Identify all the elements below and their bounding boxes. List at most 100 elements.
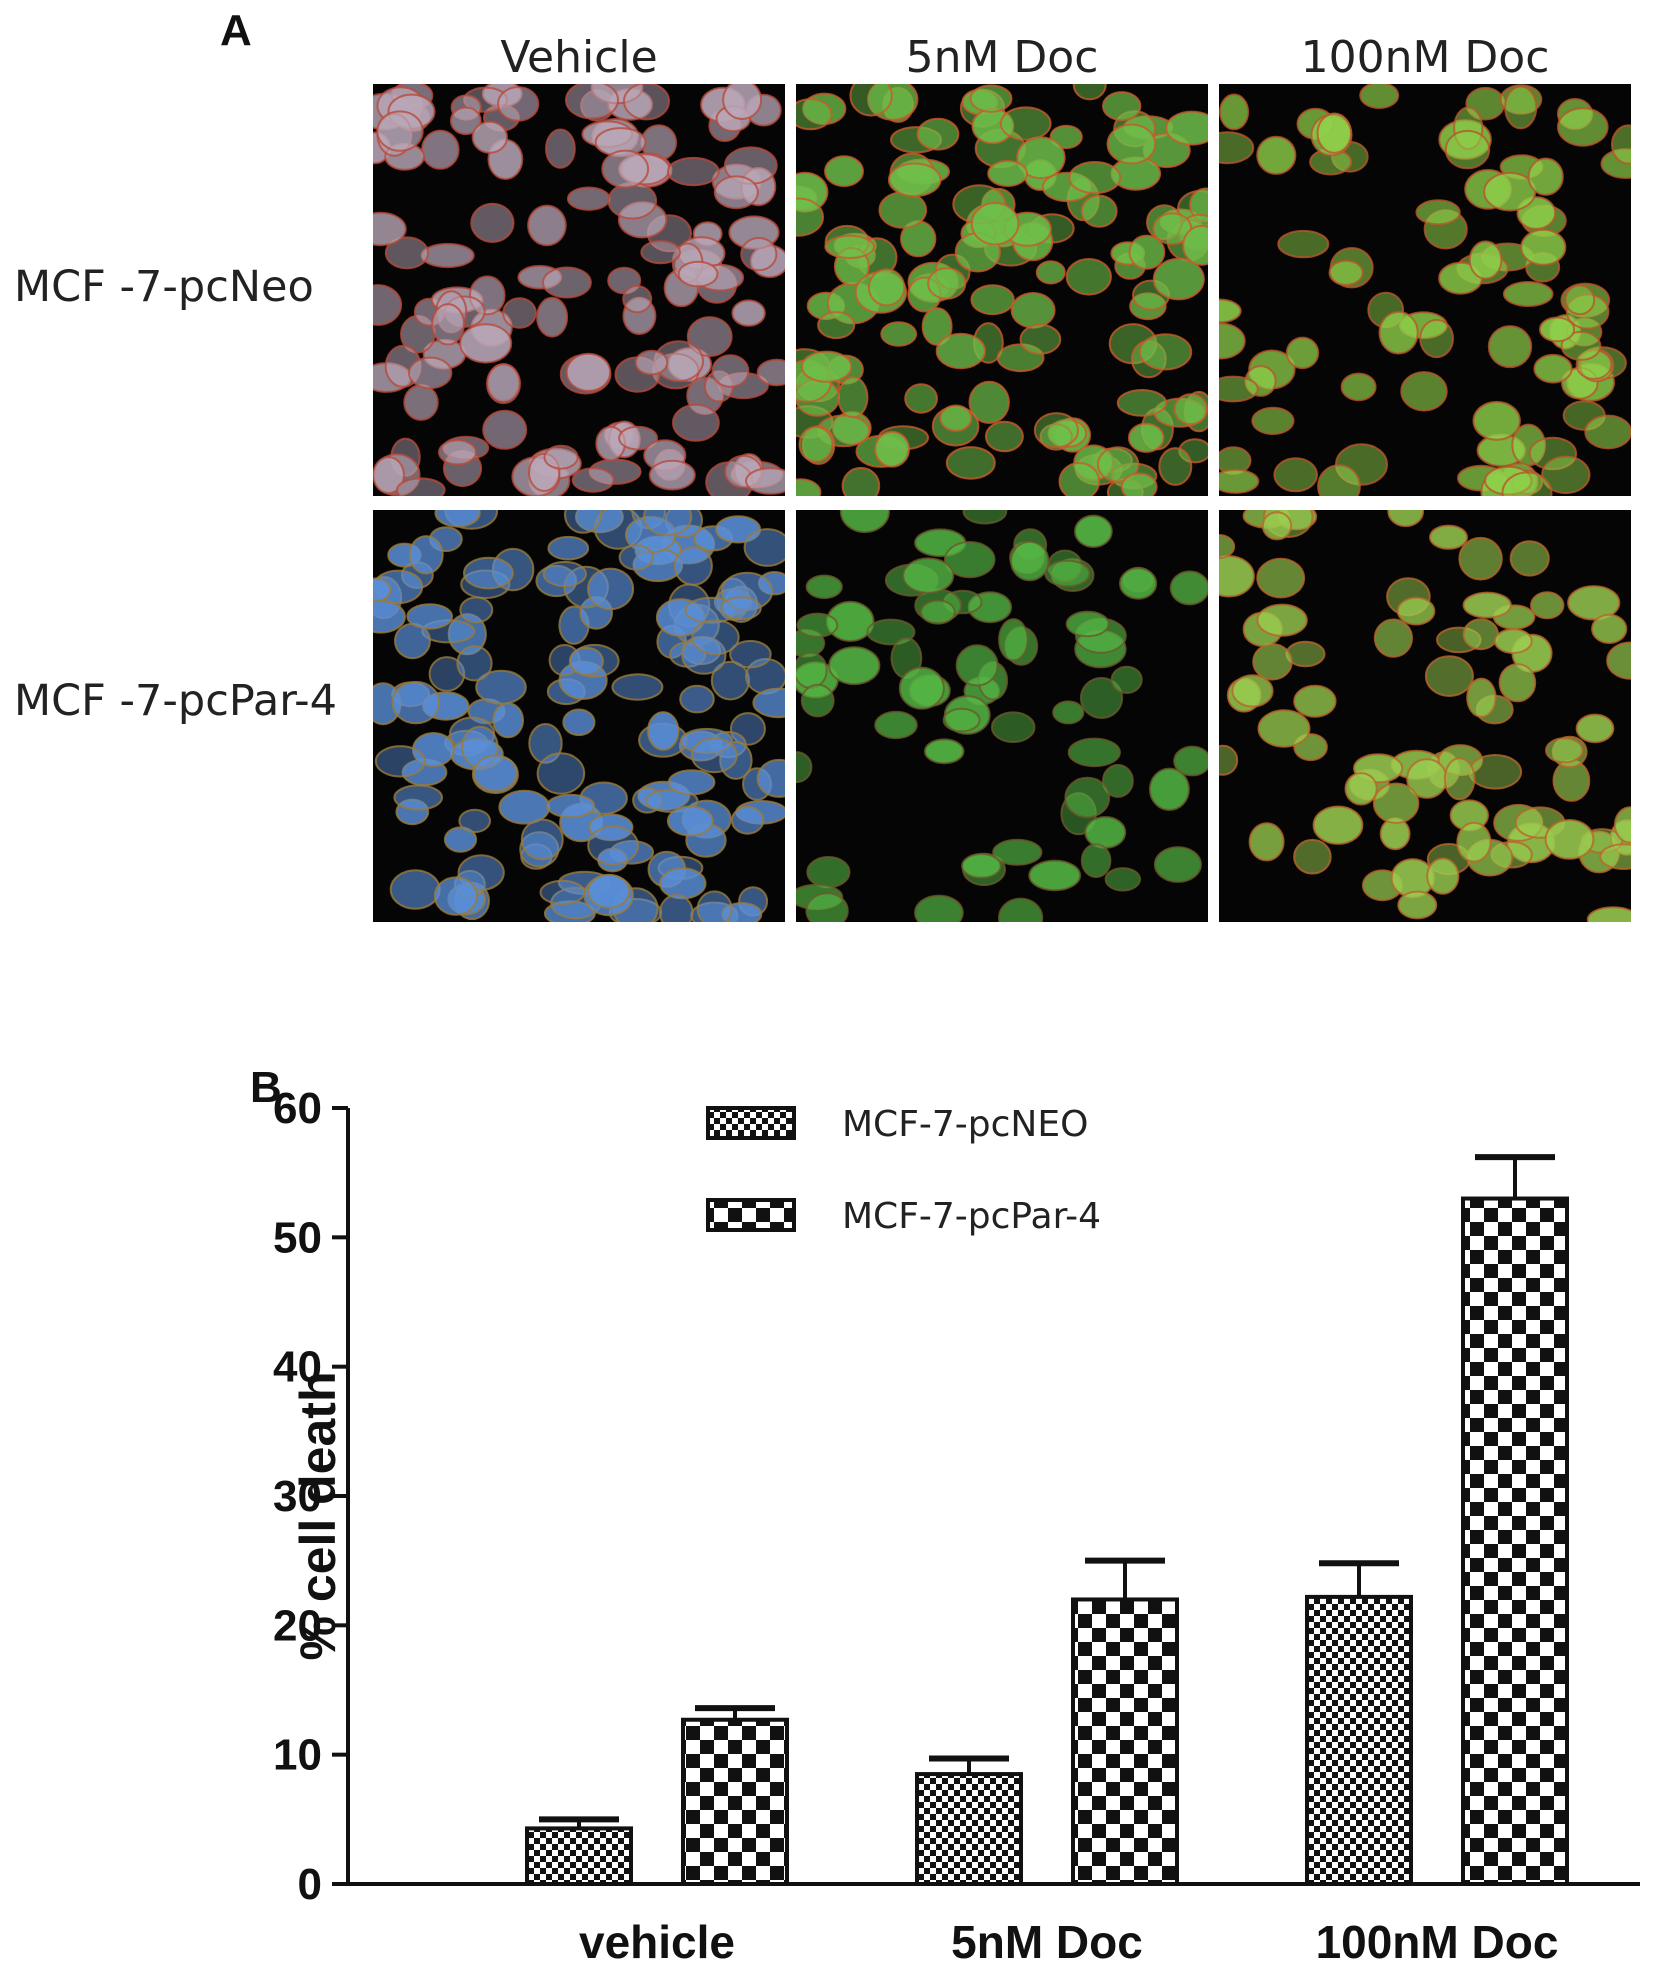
cell [1544,819,1595,860]
cell [686,316,733,358]
cell [459,323,513,364]
cell [1466,677,1497,718]
cell [622,285,653,314]
cell [396,477,446,496]
cell [1317,464,1361,496]
cell [438,439,477,466]
bar [525,1826,633,1886]
cell [1068,161,1122,195]
cell [837,376,869,419]
cell [1106,123,1157,165]
cell [1256,135,1297,175]
micrograph-pcpar4-5nm-doc [796,510,1208,922]
cell [1586,906,1631,922]
column-header-100nm-doc: 100nM Doc [1300,32,1550,83]
cell [990,711,1036,743]
cell [566,186,611,211]
y-tick-label: 40 [273,1343,322,1392]
cell [431,303,465,346]
bar [1305,1594,1413,1886]
cell [618,425,659,451]
cell [874,430,910,468]
cell [1110,665,1143,694]
cell [1257,709,1311,748]
cell [904,383,938,414]
cell [1035,260,1066,285]
cell [969,84,1013,113]
column-header-5nm-doc: 5nM Doc [905,32,1099,83]
cell [1169,570,1208,606]
cell [1033,412,1079,449]
cell [1415,199,1461,226]
cell [545,128,576,169]
cell [945,446,996,480]
cell [1419,318,1455,359]
cell [1613,806,1631,844]
cell [1010,540,1050,582]
cell [942,707,981,733]
cell [1219,744,1239,776]
cell [696,890,733,922]
cell [1067,737,1121,768]
micrograph-pcneo-5nm-doc [796,84,1208,496]
cell [1044,559,1091,588]
panel-b-label: B [250,1063,282,1112]
cell [1293,684,1337,718]
cell [623,84,670,121]
cell [1152,257,1205,301]
cell [408,535,444,575]
cell [1080,843,1112,879]
cell [502,297,537,329]
cell [943,540,996,579]
cell [1256,603,1308,637]
cell [919,599,956,625]
cell [1158,447,1193,486]
cell [1065,258,1112,296]
cell [1102,91,1142,122]
cell [443,826,478,853]
cell [1400,371,1448,412]
cell [666,805,714,837]
cell [1049,124,1083,150]
cell [475,669,527,705]
cell [824,234,876,259]
cell [571,467,615,493]
cell [1273,457,1318,493]
cell [1456,821,1492,863]
cell [539,879,586,906]
cell [916,117,960,151]
bar [1461,1196,1569,1887]
cell [520,818,564,861]
cell [1520,228,1567,266]
cell [1372,782,1420,824]
cell [756,358,785,387]
cell [720,596,762,621]
cell [1575,713,1615,744]
cell [1072,84,1107,101]
micrograph-pcneo-100nm-doc [1219,84,1631,496]
cell [880,321,918,347]
y-tick-label: 0 [298,1860,322,1909]
cell [805,574,843,600]
cell [1538,316,1576,343]
cell [587,873,631,909]
cell [482,409,528,450]
cell [1138,333,1193,371]
cell [374,745,426,778]
cell [1052,700,1085,725]
cell [961,853,1002,879]
cell [1116,389,1167,417]
cell [634,349,669,376]
cell [1502,281,1554,307]
cell [420,242,475,269]
cell [968,380,1010,424]
cell [805,892,849,922]
cell [456,645,493,682]
cell [1039,423,1073,451]
cell [565,84,619,120]
cell [1483,171,1537,212]
cell [1462,591,1512,619]
cell [740,237,778,272]
cell [998,618,1029,662]
cell [962,510,1008,525]
